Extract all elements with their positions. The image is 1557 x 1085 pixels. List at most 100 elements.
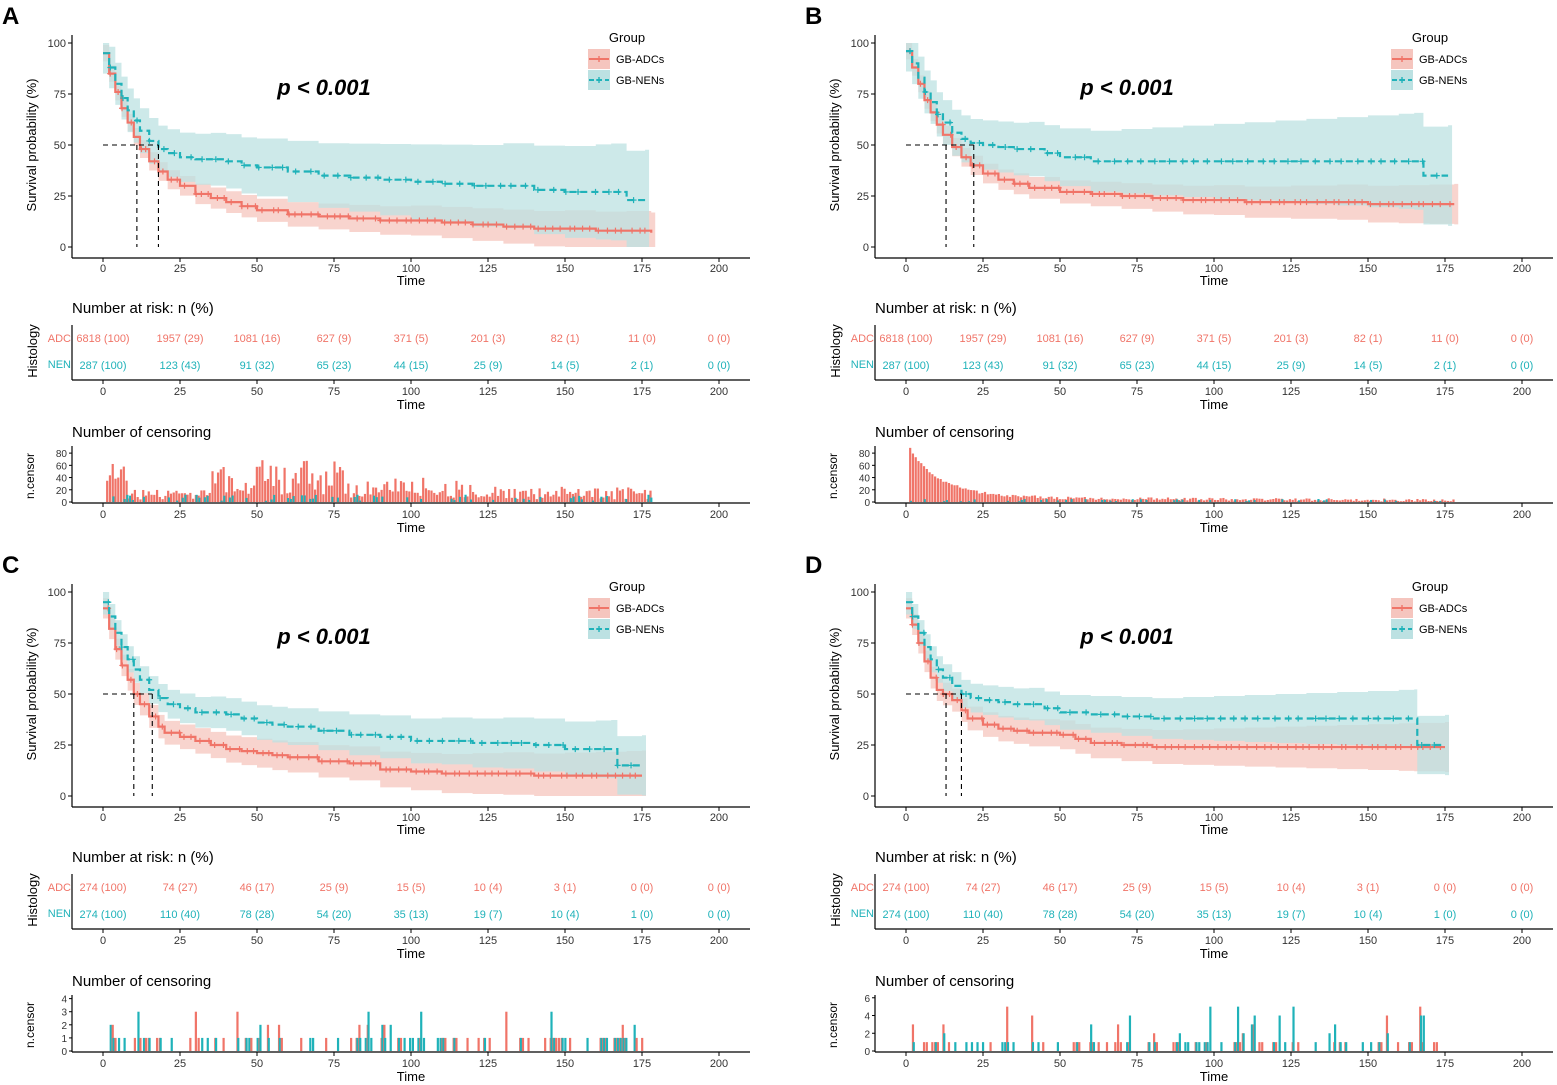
censor-bar-nen — [528, 499, 531, 502]
censor-bar-adc — [131, 493, 134, 502]
x-tick-label: 200 — [710, 812, 728, 824]
censor-bar-nen — [214, 1037, 218, 1051]
censor-bar-adc — [1189, 498, 1192, 502]
x-tick-label: 150 — [1359, 509, 1377, 521]
censor-bar-adc — [1274, 498, 1278, 502]
censor-bar-adc — [925, 1042, 928, 1051]
censor-mark — [532, 742, 539, 748]
censor-bar-adc — [532, 494, 536, 502]
censor-mark — [1024, 180, 1031, 187]
censor-mark — [214, 195, 221, 202]
censor-bar-adc — [297, 483, 300, 502]
censor-bar-adc — [216, 472, 220, 502]
censor-mark — [1002, 699, 1009, 706]
x-tick-label: 125 — [479, 1058, 497, 1070]
x-tick-label: 75 — [328, 935, 340, 947]
censor-bar-nen — [245, 497, 248, 502]
censor-bar-adc — [388, 489, 392, 502]
censor-mark — [1326, 158, 1333, 165]
x-tick-label: 125 — [479, 509, 497, 521]
censor-mark — [1431, 742, 1438, 748]
censor-mark — [236, 746, 243, 753]
x-tick-label: 175 — [1436, 263, 1454, 275]
y-tick-label: 50 — [54, 140, 66, 152]
x-tick-label: 50 — [1054, 812, 1066, 824]
censor-bar-adc — [477, 1037, 480, 1051]
censor-bar-adc — [302, 461, 306, 502]
risk-cell-adc: 10 (4) — [1277, 882, 1306, 894]
censor-bar-adc — [1033, 495, 1037, 502]
censor-mark — [255, 164, 262, 171]
censor-bar-adc — [336, 472, 339, 502]
x-tick-label: 100 — [1205, 935, 1223, 947]
censor-bar-adc — [250, 488, 253, 502]
risk-cell-adc: 15 (5) — [1200, 882, 1229, 894]
censor-mark — [228, 711, 235, 718]
censor-bar-adc — [958, 487, 962, 502]
censor-bar-adc — [1067, 496, 1070, 502]
censor-bar-adc — [1405, 499, 1408, 502]
censor-bar-nen — [1370, 499, 1373, 502]
risk-y-label: Histology — [828, 324, 843, 378]
censor-bar-adc — [1435, 1042, 1438, 1051]
y-tick-label: 0 — [863, 791, 869, 803]
censor-mark — [314, 754, 321, 761]
censor-mark — [507, 182, 514, 189]
censor-bar-nen — [1345, 1042, 1348, 1051]
x-tick-label: 50 — [251, 1058, 263, 1070]
censor-mark — [1070, 188, 1077, 195]
risk-cell-nen: 110 (40) — [160, 909, 200, 921]
censor-bar-adc — [200, 490, 203, 502]
censor-bar-adc — [1377, 500, 1380, 502]
p-value: p < 0.001 — [276, 75, 371, 100]
censor-mark — [241, 162, 248, 169]
censor-mark — [198, 709, 205, 716]
censor-mark — [305, 754, 312, 761]
censor-bar-nen — [1198, 499, 1201, 502]
censor-bar-adc — [618, 490, 622, 502]
censor-bar-adc — [111, 463, 114, 502]
censor-bar-adc — [627, 487, 630, 502]
x-tick-label: 0 — [100, 263, 106, 275]
censor-mark — [387, 766, 394, 773]
censor-bar-adc — [338, 466, 342, 502]
censor-bar-nen — [492, 499, 495, 502]
legend-title: Group — [1412, 30, 1448, 45]
censor-bar-nen — [1145, 500, 1148, 502]
censor-mark — [516, 770, 523, 777]
y-tick-label: 3 — [61, 1008, 67, 1019]
y-tick-label: 0 — [60, 242, 66, 254]
censor-bar-nen — [1056, 500, 1059, 502]
censor-bar-adc — [1172, 1042, 1175, 1051]
censor-bar-nen — [1090, 1024, 1093, 1051]
censor-mark — [176, 729, 183, 736]
censor-bar-adc — [502, 490, 505, 502]
x-tick-label: 150 — [1359, 812, 1377, 824]
censor-bar-nen — [470, 499, 473, 502]
censor-mark — [1391, 158, 1398, 165]
censor-bar-adc — [361, 496, 364, 502]
censor-mark — [350, 760, 357, 767]
censor-bar-adc — [319, 475, 322, 502]
censor-bar-nen — [1076, 1042, 1079, 1051]
legend-nen: GB-NENs — [1419, 624, 1468, 636]
censor-mark — [947, 131, 954, 138]
y-tick-label: 4 — [864, 1012, 870, 1023]
censor-mark — [1101, 739, 1108, 746]
y-axis-label: Survival probability (%) — [24, 628, 39, 761]
censor-bar-adc — [1141, 498, 1145, 502]
censor-mark — [963, 691, 970, 697]
censor-bar-adc — [222, 1037, 225, 1051]
censor-bar-adc — [1119, 1042, 1122, 1051]
risk-row-label-nen: NEN — [851, 908, 874, 920]
censor-bar-adc — [483, 496, 486, 502]
censor-bar-adc — [197, 1037, 200, 1051]
censor-bar-nen — [1439, 500, 1442, 502]
censor-mark — [1228, 744, 1235, 751]
censor-bar-adc — [1388, 499, 1391, 502]
risk-cell-adc: 0 (0) — [631, 882, 654, 894]
censor-mark — [1314, 199, 1321, 206]
censor-bar-adc — [347, 483, 350, 502]
censor-bar-adc — [372, 487, 375, 502]
censor-mark — [586, 746, 593, 753]
